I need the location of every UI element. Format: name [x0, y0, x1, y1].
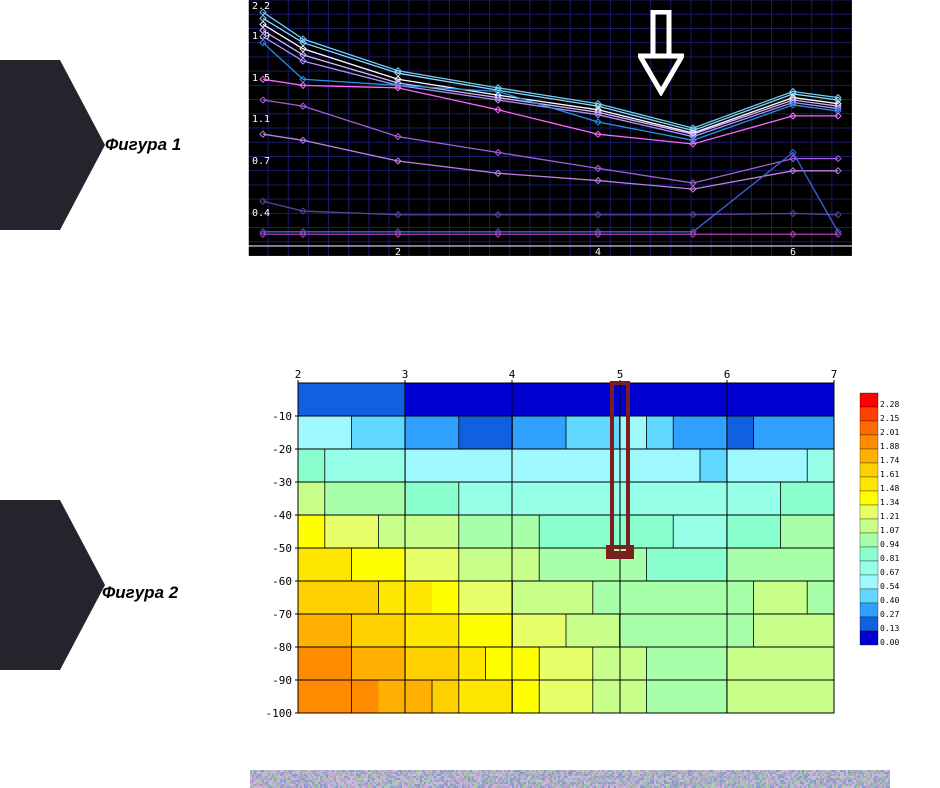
svg-text:1.21: 1.21	[880, 512, 899, 521]
svg-text:4: 4	[509, 368, 516, 381]
svg-text:6: 6	[790, 247, 796, 256]
svg-text:-20: -20	[272, 443, 292, 456]
svg-text:2.28: 2.28	[880, 400, 899, 409]
svg-text:2: 2	[395, 247, 401, 256]
svg-text:0.4: 0.4	[252, 208, 270, 219]
svg-text:3: 3	[402, 368, 409, 381]
svg-text:0.00: 0.00	[880, 638, 899, 647]
svg-text:1.1: 1.1	[252, 114, 270, 125]
figure1-label: Фигура 1	[105, 135, 181, 155]
svg-text:7: 7	[831, 368, 838, 381]
noise-strip	[250, 770, 890, 788]
svg-text:0.13: 0.13	[880, 624, 899, 633]
svg-text:0.94: 0.94	[880, 540, 899, 549]
svg-text:-50: -50	[272, 542, 292, 555]
svg-text:1.34: 1.34	[880, 498, 899, 507]
svg-text:5: 5	[617, 368, 624, 381]
svg-text:0.40: 0.40	[880, 596, 899, 605]
svg-text:-60: -60	[272, 575, 292, 588]
svg-text:2.15: 2.15	[880, 414, 899, 423]
svg-text:-90: -90	[272, 674, 292, 687]
down-arrow-icon	[638, 10, 684, 101]
figure2-label: Фигура 2	[102, 583, 178, 603]
svg-text:2: 2	[295, 368, 302, 381]
svg-text:1.07: 1.07	[880, 526, 899, 535]
svg-text:-30: -30	[272, 476, 292, 489]
svg-text:1.88: 1.88	[880, 442, 899, 451]
svg-text:-10: -10	[272, 410, 292, 423]
svg-text:-70: -70	[272, 608, 292, 621]
svg-text:2.2: 2.2	[252, 1, 270, 12]
svg-text:0.7: 0.7	[252, 156, 270, 167]
svg-text:2.01: 2.01	[880, 428, 899, 437]
svg-text:6: 6	[724, 368, 731, 381]
section-arrow-fig1	[0, 60, 60, 230]
svg-text:-80: -80	[272, 641, 292, 654]
svg-text:0.27: 0.27	[880, 610, 899, 619]
figure1-chart: 2.21.91.51.10.70.4246	[248, 0, 852, 256]
svg-text:1.61: 1.61	[880, 470, 899, 479]
svg-text:1.74: 1.74	[880, 456, 899, 465]
svg-text:0.81: 0.81	[880, 554, 899, 563]
svg-text:4: 4	[595, 247, 601, 256]
svg-text:-40: -40	[272, 509, 292, 522]
svg-text:0.67: 0.67	[880, 568, 899, 577]
svg-text:1.48: 1.48	[880, 484, 899, 493]
figure2-heatmap: 2 3 4 5 6 7 -10 -20 -30 -40 -50 -60 -70 -80 -90 -100 2.2…	[250, 365, 900, 720]
svg-text:-100: -100	[266, 707, 293, 720]
section-arrow-fig2	[0, 500, 60, 670]
svg-text:0.54: 0.54	[880, 582, 899, 591]
